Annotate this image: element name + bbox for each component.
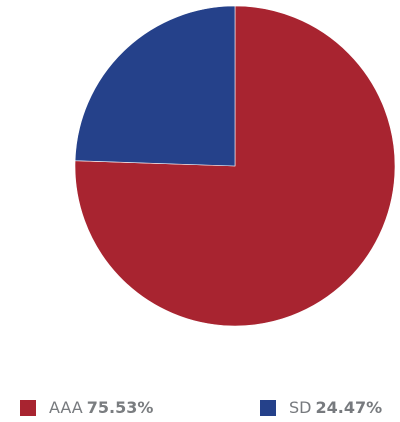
legend-swatch-aaa xyxy=(20,399,36,416)
pie-chart xyxy=(74,5,396,327)
pie-slice-sd xyxy=(74,5,236,167)
legend-label-aaa: AAA xyxy=(49,398,83,417)
legend-label-sd: SD xyxy=(289,398,312,417)
legend-item-sd: SD 24.47% xyxy=(260,398,382,417)
legend-value-sd: 24.47% xyxy=(315,398,383,417)
legend-swatch-sd xyxy=(260,399,276,416)
legend-item-aaa: AAA 75.53% xyxy=(20,398,153,417)
legend: AAA 75.53% SD 24.47% xyxy=(0,398,400,422)
legend-value-aaa: 75.53% xyxy=(86,398,154,417)
